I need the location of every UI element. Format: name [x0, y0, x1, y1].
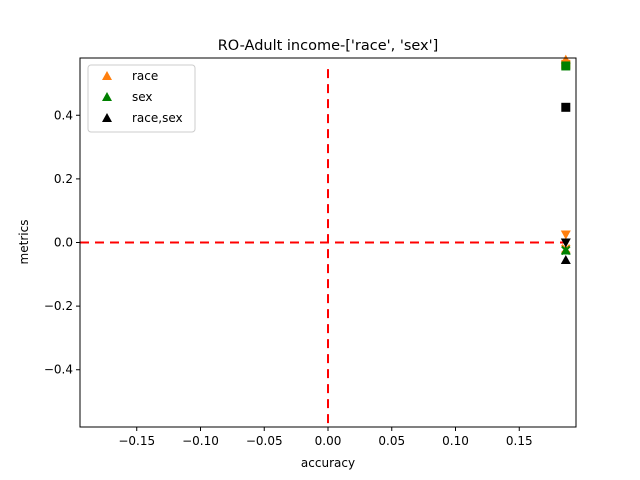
- legend-box: [87, 64, 196, 133]
- legend-label-race-sex: race,sex: [132, 111, 183, 125]
- x-tick-label: 0.10: [442, 434, 469, 448]
- chart-title: RO-Adult income-['race', 'sex']: [218, 38, 439, 54]
- legend-marker-sex: [102, 92, 112, 101]
- reference-lines: [80, 69, 568, 427]
- x-tick-label: −0.15: [118, 434, 155, 448]
- data-points: [560, 54, 571, 264]
- legend-label-sex: sex: [132, 90, 153, 104]
- data-point-race-triangle-down: [560, 230, 571, 240]
- data-point-sex-square: [561, 61, 571, 71]
- y-axis-title: metrics: [17, 220, 31, 265]
- data-point-race-sex-triangle-up: [560, 254, 571, 264]
- data-point-race-sex-square: [561, 102, 571, 112]
- x-tick-label: 0.00: [315, 434, 342, 448]
- legend-marker-race-sex: [102, 113, 112, 122]
- y-axis-ticks: −0.4 −0.2 0.0 0.2 0.4: [44, 108, 80, 377]
- legend: race sex race,sex: [87, 64, 196, 133]
- data-point-sex-x: [561, 245, 571, 256]
- y-tick-label: −0.2: [44, 299, 73, 313]
- legend-marker-race: [102, 71, 112, 80]
- y-tick-label: −0.4: [44, 363, 73, 377]
- y-tick-label: 0.2: [54, 172, 73, 186]
- y-tick-label: 0.0: [54, 236, 73, 250]
- legend-label-race: race: [132, 69, 158, 83]
- data-point-race-sex-triangle-down: [560, 238, 571, 248]
- x-tick-label: −0.05: [246, 434, 283, 448]
- x-tick-label: 0.15: [506, 434, 533, 448]
- x-axis-title: accuracy: [301, 456, 355, 470]
- x-tick-label: −0.10: [182, 434, 219, 448]
- x-tick-label: 0.05: [378, 434, 405, 448]
- y-tick-label: 0.4: [54, 108, 73, 122]
- x-axis-ticks: −0.15 −0.10 −0.05 0.00 0.05 0.10 0.15: [118, 427, 533, 448]
